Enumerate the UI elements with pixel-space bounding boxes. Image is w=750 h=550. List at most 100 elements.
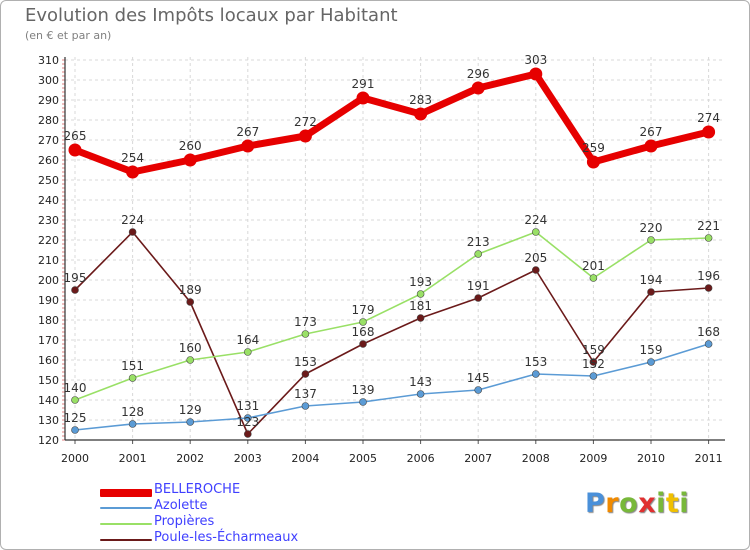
x-tick-label: 2001: [119, 452, 147, 465]
y-tick-label: 170: [38, 334, 59, 347]
data-point: [474, 386, 483, 394]
data-label: 152: [582, 357, 605, 371]
x-tick-label: 2003: [234, 452, 262, 465]
y-tick-label: 240: [38, 194, 59, 207]
data-point: [356, 91, 370, 105]
data-point: [301, 330, 310, 338]
y-tick-label: 210: [38, 254, 59, 267]
data-point: [186, 418, 194, 426]
data-label: 153: [294, 355, 317, 369]
data-label: 194: [640, 273, 663, 287]
chart-title: Evolution des Impôts locaux par Habitant: [25, 5, 398, 26]
data-point: [647, 236, 655, 244]
data-point: [531, 370, 540, 378]
logo-letter: x: [638, 488, 657, 519]
data-point: [71, 286, 79, 294]
data-label: 259: [582, 141, 605, 155]
y-tick-label: 260: [38, 154, 59, 167]
data-label: 296: [467, 67, 490, 81]
logo-letter: i: [656, 488, 666, 519]
data-label: 291: [352, 77, 375, 91]
data-label: 181: [409, 299, 432, 313]
data-label: 143: [409, 375, 432, 389]
data-label: 159: [582, 343, 605, 357]
x-tick-label: 2005: [349, 452, 377, 465]
data-label: 137: [294, 387, 317, 401]
data-label: 140: [64, 381, 87, 395]
data-point: [644, 139, 658, 153]
data-point: [474, 294, 483, 302]
data-label: 168: [352, 325, 375, 339]
data-point: [529, 67, 543, 81]
data-point: [704, 340, 713, 348]
data-point: [68, 143, 82, 157]
data-point: [474, 250, 483, 258]
data-point: [301, 370, 310, 378]
data-label: 196: [697, 269, 720, 283]
data-label: 205: [524, 251, 547, 265]
chart-subtitle: (en € et par an): [25, 29, 112, 42]
data-label: 254: [121, 151, 144, 165]
data-point: [359, 318, 367, 326]
data-label: 145: [467, 371, 490, 385]
data-label: 179: [352, 303, 375, 317]
legend-swatch: [100, 489, 152, 497]
data-label: 201: [582, 259, 605, 273]
data-point: [128, 228, 137, 236]
data-point: [186, 356, 194, 364]
data-point: [128, 374, 137, 382]
legend-label: BELLEROCHE: [154, 482, 241, 497]
data-point: [416, 390, 425, 398]
data-point: [244, 348, 252, 356]
x-tick-label: 2011: [695, 452, 723, 465]
data-point: [244, 414, 252, 422]
data-point: [589, 372, 598, 380]
y-tick-label: 220: [38, 234, 59, 247]
data-point: [416, 290, 425, 298]
y-tick-label: 290: [38, 94, 59, 107]
data-label: 139: [352, 383, 375, 397]
y-tick-label: 200: [38, 274, 59, 287]
data-point: [586, 155, 600, 169]
data-label: 159: [640, 343, 663, 357]
data-label: 267: [640, 125, 663, 139]
y-tick-label: 250: [38, 174, 59, 187]
logo-letter: i: [679, 488, 690, 519]
data-point: [702, 125, 716, 139]
y-tick-label: 190: [38, 294, 59, 307]
series-line: [74, 231, 709, 435]
logo-letter: P: [585, 488, 606, 519]
legend-swatch: [100, 507, 152, 509]
data-label: 151: [121, 359, 144, 373]
data-point: [183, 153, 197, 167]
y-tick-label: 120: [38, 434, 59, 447]
data-label: 213: [467, 235, 490, 249]
data-label: 260: [179, 139, 202, 153]
data-label: 191: [467, 279, 490, 293]
series-line: [74, 343, 709, 431]
data-label: 224: [121, 213, 144, 227]
y-tick-label: 180: [38, 314, 59, 327]
y-tick-label: 230: [38, 214, 59, 227]
data-label: 195: [64, 271, 87, 285]
data-point: [244, 430, 252, 438]
data-point: [359, 340, 367, 348]
data-label: 267: [236, 125, 259, 139]
legend-label: Azolette: [154, 498, 208, 513]
data-label: 272: [294, 115, 317, 129]
proxiti-logo: Proxiti: [585, 488, 689, 519]
legend-label: Poule-les-Écharmeaux: [154, 530, 299, 545]
data-point: [126, 165, 140, 179]
data-label: 220: [640, 221, 663, 235]
data-label: 164: [236, 333, 259, 347]
data-label: 123: [236, 415, 259, 429]
data-label: 193: [409, 275, 432, 289]
x-tick-label: 2007: [464, 452, 492, 465]
logo-letter: r: [605, 488, 620, 519]
data-point: [589, 274, 598, 282]
x-tick-label: 2008: [522, 452, 550, 465]
data-label: 128: [121, 405, 144, 419]
data-point: [186, 298, 194, 306]
x-tick-label: 2009: [579, 452, 607, 465]
legend-label: Propières: [154, 514, 215, 529]
